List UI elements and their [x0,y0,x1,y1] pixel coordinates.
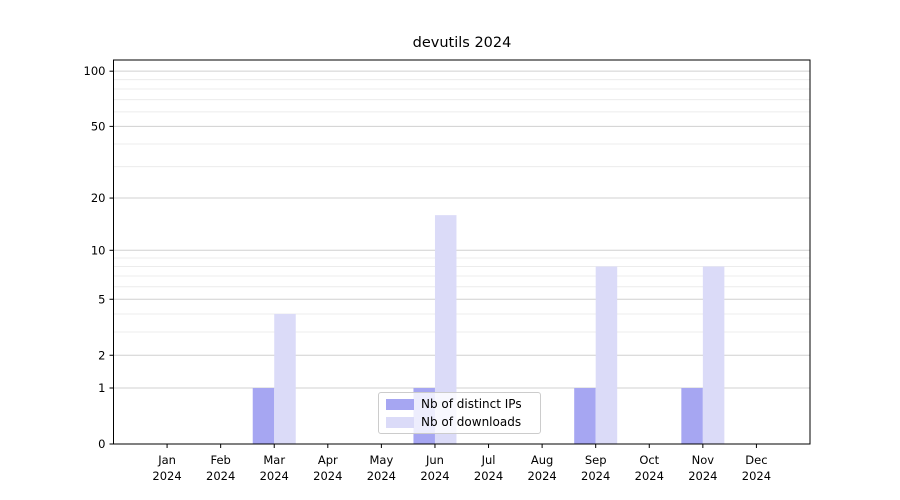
x-tick-label-year-nov-2024: 2024 [688,469,717,483]
x-tick-label-month-aug-2024: Aug [531,453,553,467]
y-tick-label-20: 20 [91,191,106,205]
x-tick-label-year-mar-2024: 2024 [260,469,289,483]
x-tick-label-year-oct-2024: 2024 [635,469,664,483]
x-tick-label-month-jan-2024: Jan [157,453,176,467]
bar-nb-of-distinct-ips-mar-2024 [252,388,275,444]
x-tick-label-month-feb-2024: Feb [210,453,230,467]
x-tick-label-year-feb-2024: 2024 [206,469,235,483]
x-tick-label-year-sep-2024: 2024 [581,469,610,483]
x-tick-label-month-jun-2024: Jun [425,453,444,467]
legend-swatch-distinct-ips [386,398,414,410]
bar-nb-of-downloads-sep-2024 [595,266,618,444]
x-tick-label-year-dec-2024: 2024 [742,469,771,483]
legend-label-downloads: Nb of downloads [421,415,522,429]
y-tick-label-5: 5 [98,292,105,306]
y-tick-label-1: 1 [98,381,105,395]
x-tick-label-month-jul-2024: Jul [481,453,496,467]
bar-nb-of-downloads-nov-2024 [702,266,725,444]
legend: Nb of distinct IPs Nb of downloads [378,392,541,434]
y-tick-label-10: 10 [91,243,106,257]
x-tick-label-month-nov-2024: Nov [692,453,715,467]
x-tick-label-year-jun-2024: 2024 [420,469,449,483]
x-tick-label-year-may-2024: 2024 [367,469,396,483]
y-tick-label-2: 2 [98,348,105,362]
legend-item-distinct-ips: Nb of distinct IPs [386,397,533,411]
bar-nb-of-distinct-ips-sep-2024 [574,388,596,444]
plot-border [113,59,811,445]
x-tick-label-month-mar-2024: Mar [263,453,285,467]
x-tick-label-month-may-2024: May [369,453,393,467]
x-tick-label-year-jan-2024: 2024 [152,469,181,483]
y-tick-label-0: 0 [98,437,105,451]
x-tick-label-year-aug-2024: 2024 [527,469,556,483]
y-tick-label-100: 100 [84,64,106,78]
x-tick-label-month-dec-2024: Dec [745,453,767,467]
bar-nb-of-downloads-jun-2024 [434,215,457,444]
bar-nb-of-downloads-mar-2024 [274,313,296,444]
x-tick-label-month-sep-2024: Sep [585,453,607,467]
x-tick-label-year-apr-2024: 2024 [313,469,342,483]
y-tick-label-50: 50 [91,119,106,133]
legend-label-distinct-ips: Nb of distinct IPs [421,397,522,411]
bar-nb-of-distinct-ips-nov-2024 [681,388,703,444]
legend-swatch-downloads [386,416,414,428]
chart-title: devutils 2024 [412,35,512,51]
x-tick-label-month-oct-2024: Oct [639,453,659,467]
x-tick-label-year-jul-2024: 2024 [474,469,503,483]
legend-item-downloads: Nb of downloads [386,415,533,429]
x-tick-label-month-apr-2024: Apr [318,453,338,467]
